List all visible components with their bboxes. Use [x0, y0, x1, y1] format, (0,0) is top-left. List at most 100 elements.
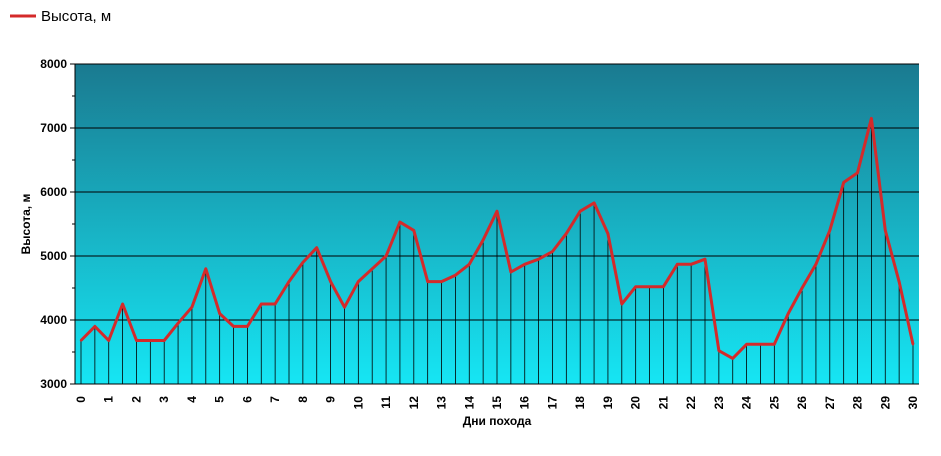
data-point [149, 339, 152, 342]
data-point [814, 263, 818, 266]
x-axis-title: Дни похода [463, 414, 532, 428]
data-point [273, 302, 277, 306]
x-tick-label: 13 [435, 396, 449, 410]
x-tick-label: 17 [545, 396, 559, 410]
data-point [468, 263, 471, 266]
data-point [260, 302, 263, 306]
data-point [107, 339, 110, 342]
x-tick-label: 22 [684, 396, 698, 410]
x-tick-label: 16 [518, 396, 532, 410]
series-group [79, 116, 915, 360]
x-tick-label: 24 [740, 396, 754, 410]
data-point [121, 302, 124, 306]
data-point [828, 229, 831, 232]
data-point [509, 270, 513, 274]
data-point [454, 274, 457, 277]
data-point [689, 263, 693, 266]
data-point [398, 220, 402, 224]
drop-lines [80, 118, 914, 384]
data-point [773, 343, 776, 346]
data-point [579, 210, 582, 213]
data-point [384, 254, 388, 258]
data-point [787, 312, 790, 315]
data-point [717, 349, 721, 352]
axes [70, 63, 919, 385]
data-point [800, 286, 804, 290]
data-point [343, 306, 346, 309]
data-point [79, 339, 83, 342]
data-point [135, 339, 138, 342]
y-tick-labels: 3000 4000 5000 6000 7000 8000 [40, 57, 67, 391]
x-tick-label: 0 [74, 396, 88, 403]
data-point [246, 325, 249, 328]
x-tick-label: 4 [185, 396, 199, 403]
data-point [232, 325, 235, 328]
data-point [662, 285, 665, 288]
x-tick-label: 15 [490, 396, 504, 410]
x-tick-label: 28 [851, 396, 865, 410]
data-point [731, 357, 734, 360]
data-point [371, 267, 374, 270]
x-tick-label: 29 [878, 396, 892, 410]
x-tick-label: 11 [379, 396, 393, 409]
x-tick-label: 19 [601, 396, 615, 410]
data-point [481, 238, 485, 242]
data-point [634, 285, 637, 288]
x-tick-label: 12 [407, 396, 421, 410]
data-point [676, 263, 679, 266]
data-point [523, 263, 526, 266]
x-tick-label: 7 [268, 396, 282, 403]
y-tick-label: 8000 [40, 57, 67, 71]
data-point [842, 181, 845, 184]
data-point [745, 343, 748, 346]
x-tick-label: 30 [906, 396, 920, 410]
data-point [870, 117, 873, 120]
data-point [440, 280, 443, 283]
legend: Высота, м [10, 8, 111, 25]
data-point [856, 171, 859, 174]
x-tick-label: 5 [213, 396, 227, 403]
data-point [176, 322, 180, 325]
data-point [218, 312, 221, 315]
y-tick-label: 3000 [40, 377, 67, 391]
data-point [537, 258, 540, 261]
x-tick-label: 14 [462, 396, 476, 410]
data-point [301, 261, 305, 264]
data-point [93, 325, 97, 328]
data-point [329, 280, 332, 283]
data-point [426, 280, 429, 283]
x-tick-label: 25 [767, 396, 781, 410]
data-point [606, 232, 610, 235]
x-tick-label: 26 [795, 396, 809, 410]
data-point [565, 232, 568, 235]
data-point [204, 267, 207, 270]
data-point [412, 229, 415, 232]
data-point [703, 258, 707, 261]
x-tick-label: 27 [823, 396, 837, 410]
x-tick-label: 23 [712, 396, 726, 410]
data-point [287, 280, 291, 283]
x-tick-label: 20 [629, 396, 643, 410]
x-tick-label: 6 [240, 396, 254, 403]
x-tick-label: 3 [157, 396, 171, 403]
data-point [551, 250, 554, 253]
x-tick-label: 18 [573, 396, 587, 410]
data-point [897, 280, 901, 283]
data-point [620, 302, 623, 306]
x-tick-label: 2 [129, 396, 143, 403]
y-tick-label: 4000 [40, 313, 67, 327]
y-axis-title: Высота, м [19, 194, 33, 255]
data-point [884, 229, 887, 232]
x-tick-label: 21 [656, 396, 670, 410]
data-point [163, 339, 166, 342]
x-tick-labels: 0 1 2 3 4 5 6 7 8 9 10 11 12 13 14 15 16 17 18 19 20 21 22 23 24… [74, 396, 920, 410]
data-point [357, 280, 360, 283]
data-point [759, 343, 762, 346]
data-point [648, 285, 651, 288]
x-tick-label: 10 [351, 396, 365, 410]
x-tick-label: 9 [324, 396, 338, 403]
legend-label: Высота, м [41, 8, 111, 25]
x-tick-label: 1 [102, 396, 116, 403]
data-point [315, 246, 318, 249]
